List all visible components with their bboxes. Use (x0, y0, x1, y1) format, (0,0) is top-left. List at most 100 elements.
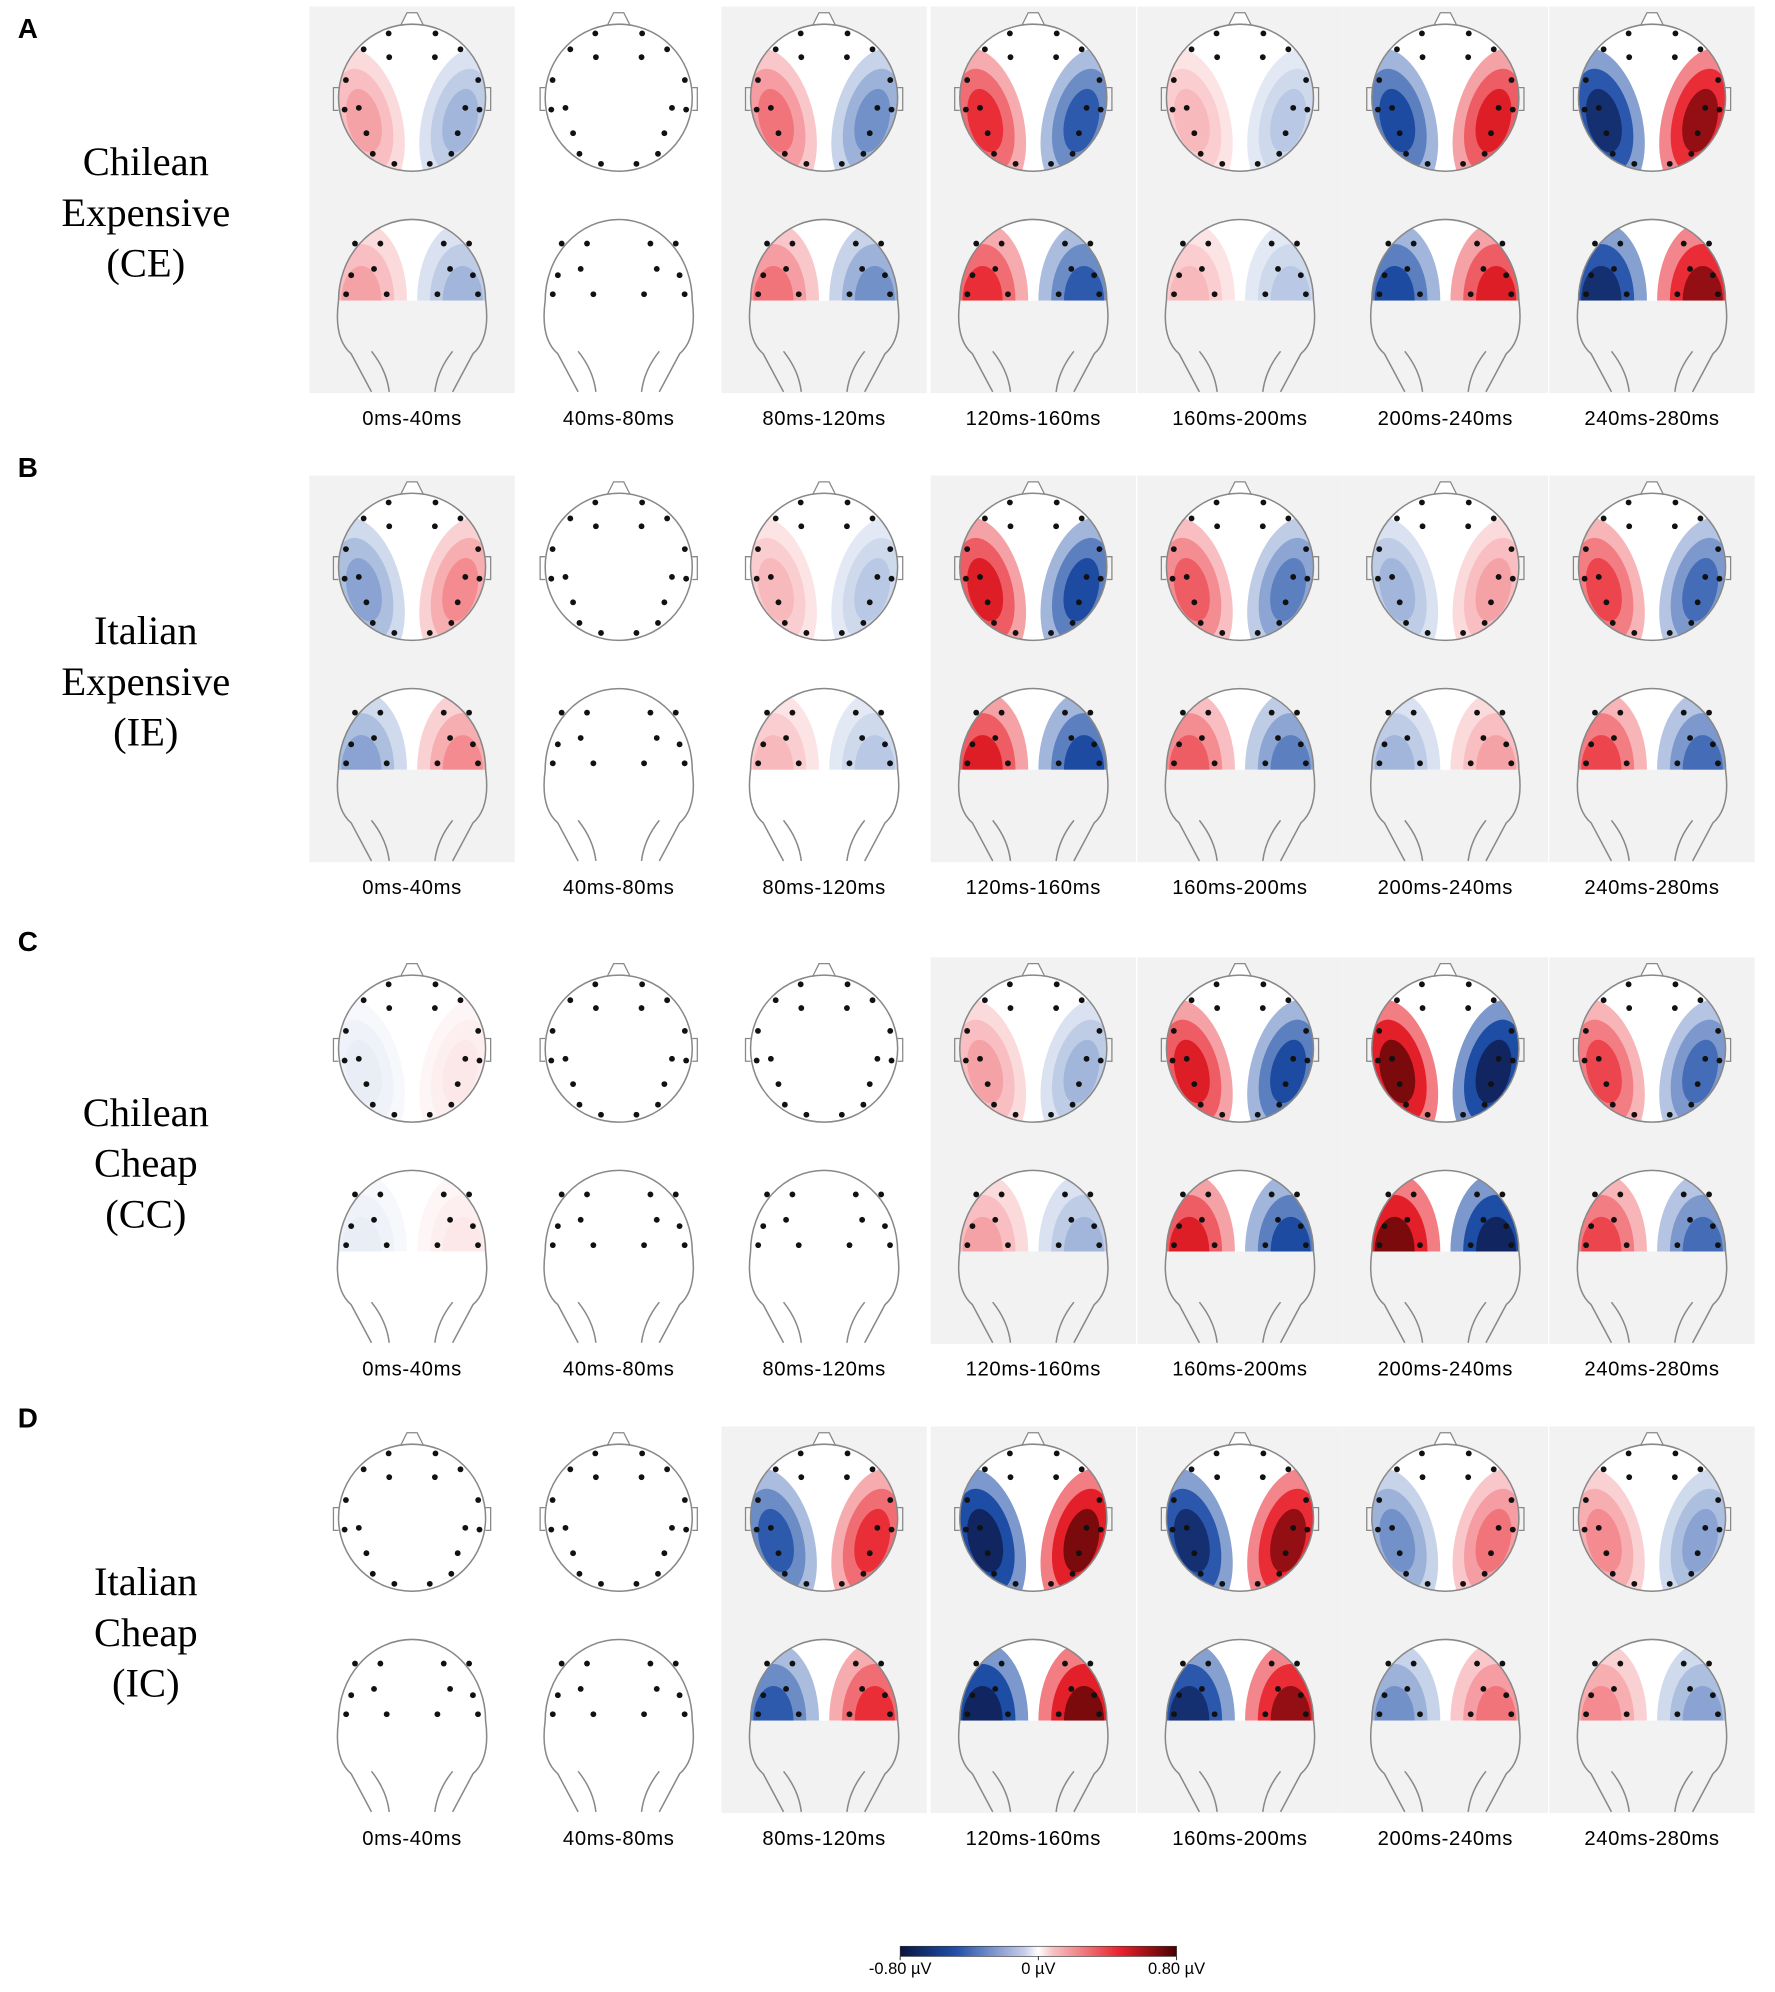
electrode (647, 240, 654, 247)
electrode (1687, 265, 1693, 272)
electrode (554, 1223, 561, 1230)
electrode (992, 265, 999, 272)
nose (1433, 963, 1458, 977)
electrode (1603, 1550, 1610, 1557)
electrode (1007, 54, 1014, 61)
electrode (1282, 1081, 1289, 1088)
electrode (1213, 981, 1220, 988)
electrode (838, 630, 845, 636)
head-back-outline (748, 1169, 900, 1344)
electrode (755, 291, 762, 298)
left-hemisphere (1371, 1641, 1441, 1721)
electrode (448, 619, 455, 626)
time-window: 0ms-40ms (362, 408, 462, 430)
electrode (1592, 240, 1598, 247)
electrode (462, 574, 469, 580)
electrode (1062, 709, 1068, 716)
electrode (1625, 30, 1632, 37)
electrode (1260, 499, 1267, 506)
electrode (681, 760, 688, 767)
electrode (1213, 30, 1220, 37)
electrode (562, 1524, 569, 1531)
ears (332, 86, 492, 112)
electrode (1012, 1111, 1019, 1118)
head-outline (544, 1443, 694, 1593)
potential-region (1379, 557, 1416, 622)
electrode (1671, 54, 1678, 61)
electrode (661, 130, 668, 137)
electrode (1715, 291, 1721, 298)
head-back-outline (1369, 1169, 1521, 1344)
electrode (878, 240, 885, 247)
electrode (1290, 1055, 1297, 1062)
electrode (789, 709, 796, 716)
nose (1021, 481, 1046, 495)
electrode (1199, 1685, 1205, 1692)
potential-region (1682, 557, 1719, 622)
electrode (844, 1005, 850, 1011)
electrode (1062, 1191, 1068, 1198)
nose (400, 481, 425, 495)
electrode (1600, 997, 1607, 1004)
electrode (664, 1466, 671, 1473)
time-window: 120ms-160ms (966, 1828, 1101, 1850)
electrode (1205, 709, 1212, 716)
electrode (991, 619, 997, 626)
potential-region (1063, 735, 1105, 770)
electrode (1012, 1580, 1019, 1587)
electrode (592, 30, 599, 37)
potential-region (1270, 1216, 1311, 1252)
electrode (1508, 1242, 1515, 1249)
electrode (633, 1111, 640, 1118)
electrode (798, 523, 805, 530)
electrode (869, 1466, 876, 1473)
electrode (1623, 1242, 1630, 1249)
electrode (1048, 160, 1054, 167)
head-back-outline (957, 687, 1109, 862)
electrode (1467, 760, 1474, 767)
ears (744, 1037, 904, 1062)
electrode (1055, 760, 1062, 767)
electrode (431, 1005, 438, 1011)
nose (606, 481, 631, 495)
potential-region (1475, 88, 1512, 153)
potential-region (967, 1039, 1004, 1104)
ears (954, 86, 1113, 112)
electrode (1417, 291, 1423, 298)
head-outline (1165, 974, 1315, 1123)
electrode (874, 104, 881, 111)
electrode (1419, 54, 1426, 61)
electrode (878, 709, 885, 716)
electrode (973, 240, 980, 247)
electrode (647, 1191, 654, 1198)
electrode (1424, 160, 1431, 167)
potential-region (341, 265, 382, 301)
electrode (1588, 741, 1595, 748)
electrode (454, 1081, 461, 1088)
electrode (554, 272, 561, 279)
electrode (1394, 515, 1400, 522)
time-window: 240ms-280ms (1584, 1359, 1719, 1381)
electrode (887, 760, 893, 767)
electrode (549, 77, 556, 83)
electrode (558, 1660, 565, 1667)
electrode (1706, 1660, 1712, 1667)
electrode (1592, 1191, 1598, 1198)
head-outline (749, 1443, 899, 1593)
condition-label: Expensive (61, 659, 230, 704)
electrode (457, 1466, 464, 1473)
electrode (789, 1660, 796, 1667)
electrode (984, 130, 991, 137)
head-outline (959, 492, 1108, 642)
nose (1640, 1432, 1664, 1446)
electrode (1268, 1191, 1275, 1198)
time-window: 160ms-200ms (1172, 1359, 1307, 1381)
electrode (1096, 1242, 1103, 1249)
potential-region (1475, 1039, 1512, 1104)
electrode (567, 1466, 574, 1473)
electrode (633, 160, 640, 167)
electrode (1694, 599, 1701, 606)
electrode (1410, 1660, 1417, 1667)
electrode (341, 575, 348, 582)
condition-label: Italian (94, 608, 198, 653)
